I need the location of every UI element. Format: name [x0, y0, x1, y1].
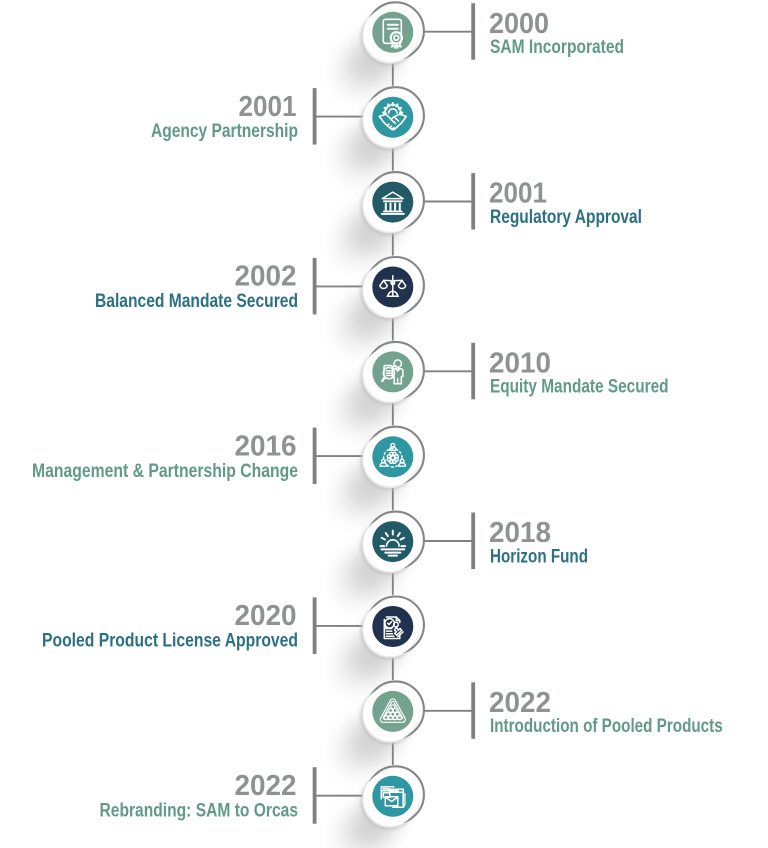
- svg-text:Rebranding: SAM to Orcas: Rebranding: SAM to Orcas: [100, 799, 299, 821]
- svg-text:2022: 2022: [235, 770, 297, 802]
- svg-text:Pooled Product License Approve: Pooled Product License Approved: [42, 630, 298, 652]
- svg-text:2018: 2018: [489, 517, 551, 549]
- svg-text:Equity Mandate Secured: Equity Mandate Secured: [490, 376, 669, 398]
- svg-text:2001: 2001: [489, 178, 547, 210]
- svg-text:2010: 2010: [489, 348, 551, 380]
- svg-text:2022: 2022: [489, 687, 551, 719]
- svg-text:2016: 2016: [235, 430, 297, 462]
- svg-text:Horizon Fund: Horizon Fund: [490, 545, 588, 567]
- svg-text:Management & Partnership Chang: Management & Partnership Change: [32, 460, 298, 482]
- svg-text:Agency Partnership: Agency Partnership: [151, 120, 298, 142]
- svg-text:2020: 2020: [235, 600, 297, 632]
- svg-text:2002: 2002: [235, 261, 297, 293]
- svg-text:SAM Incorporated: SAM Incorporated: [490, 36, 624, 58]
- svg-text:Regulatory Approval: Regulatory Approval: [490, 206, 642, 228]
- svg-text:2000: 2000: [489, 8, 549, 40]
- svg-text:Introduction of Pooled Product: Introduction of Pooled Products: [490, 715, 723, 737]
- svg-text:2001: 2001: [239, 91, 297, 123]
- svg-text:Balanced Mandate Secured: Balanced Mandate Secured: [95, 290, 298, 312]
